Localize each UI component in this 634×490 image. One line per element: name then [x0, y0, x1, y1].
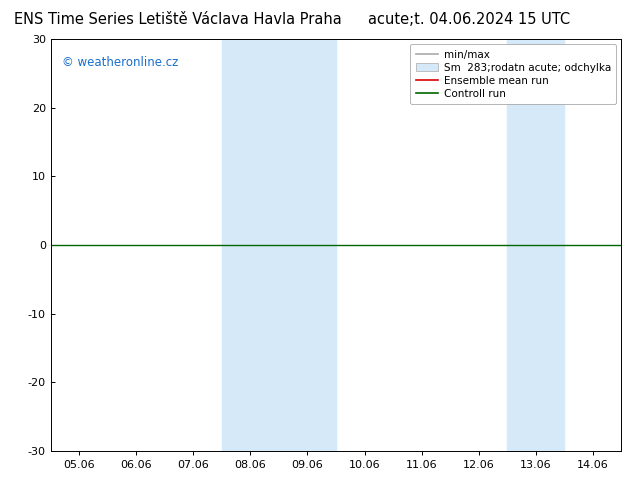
Bar	[507, 39, 564, 451]
Text: acute;t. 04.06.2024 15 UTC: acute;t. 04.06.2024 15 UTC	[368, 12, 570, 27]
Text: © weatheronline.cz: © weatheronline.cz	[62, 56, 179, 69]
Text: ENS Time Series Letiště Václava Havla Praha: ENS Time Series Letiště Václava Havla Pr…	[14, 12, 341, 27]
Bar	[222, 39, 279, 451]
Bar	[279, 39, 336, 451]
Legend: min/max, Sm  283;rodatn acute; odchylka, Ensemble mean run, Controll run: min/max, Sm 283;rodatn acute; odchylka, …	[410, 45, 616, 104]
